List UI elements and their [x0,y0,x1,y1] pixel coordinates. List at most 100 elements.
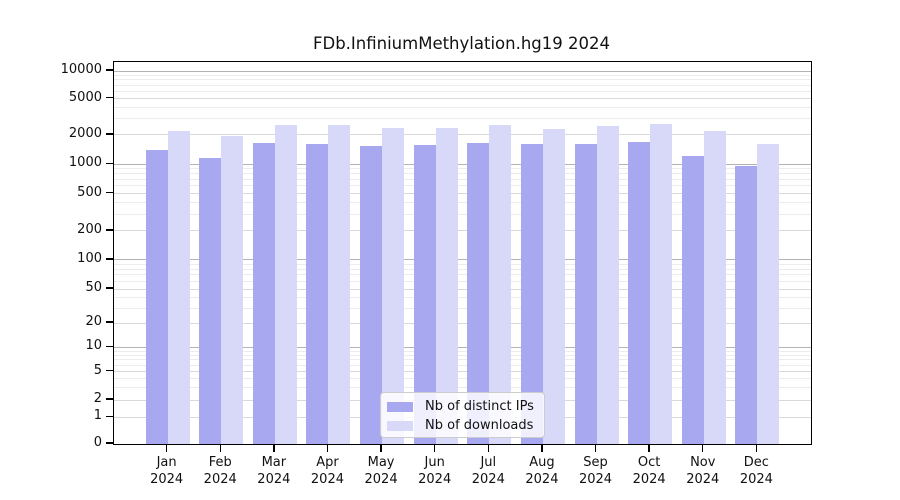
legend-swatch-nb-of-distinct-ips [387,401,413,412]
bar-nb-of-downloads-sep [596,126,619,444]
gridline-9 [114,350,811,352]
y-tick-label-1: 1 [93,408,102,424]
chart-title: FDb.InfiniumMethylation.hg19 2024 [313,34,610,53]
x-tick-label-nov: Nov 2024 [668,454,738,488]
gridline-7000 [114,84,811,86]
gridline-70 [114,274,811,276]
gridline-1000 [114,163,811,165]
gridline-4 [114,378,811,380]
x-tick-feb [219,444,221,452]
gridline-50 [114,288,811,290]
bar-nb-of-downloads-jul [489,124,512,444]
bar-nb-of-downloads-apr [328,124,351,444]
bar-nb-of-downloads-aug [542,128,565,444]
gridline-2000 [114,134,811,136]
x-tick-label-dec: Dec 2024 [721,454,791,488]
x-tick-aug [541,444,543,452]
y-tick-1000 [106,162,113,164]
x-tick-apr [326,444,329,452]
gridline-4000 [114,107,811,108]
x-tick-year: 2024 [525,472,559,487]
bar-nb-of-distinct-ips-dec [735,166,758,444]
x-tick-year: 2024 [418,472,452,487]
gridline-900 [114,168,811,170]
y-tick-label-2000: 2000 [68,125,102,141]
x-tick-month: Nov [690,455,716,470]
legend-label-nb-of-downloads: Nb of downloads [425,418,534,433]
gridline-400 [114,202,811,204]
x-tick-year: 2024 [150,472,184,487]
bar-nb-of-downloads-mar [274,124,297,444]
x-tick-jul [487,444,489,452]
x-tick-month: Jul [480,455,497,470]
y-tick-200 [106,229,113,231]
bar-nb-of-distinct-ips-sep [574,144,597,444]
x-tick-nov [702,444,704,452]
x-tick-may [380,444,382,452]
gridline-700 [114,178,811,180]
x-tick-label-jul: Jul 2024 [453,454,523,488]
bar-nb-of-distinct-ips-apr [306,144,329,444]
x-tick-month: Oct [637,455,661,470]
y-tick-1 [106,415,113,418]
x-tick-label-sep: Sep 2024 [561,454,631,488]
gridline-200 [114,230,811,232]
y-tick-label-100: 100 [77,250,102,266]
bar-nb-of-distinct-ips-jan [145,150,168,444]
y-tick-label-1000: 1000 [68,155,102,171]
gridline-300 [114,213,811,215]
y-tick-label-2: 2 [93,391,102,407]
x-tick-jun [433,444,436,452]
x-tick-month: Apr [316,455,339,470]
x-tick-mar [273,444,275,452]
y-tick-label-5: 5 [93,362,102,378]
legend-label-nb-of-distinct-ips: Nb of distinct IPs [425,399,534,414]
x-tick-month: Feb [208,455,232,470]
x-tick-month: May [367,455,395,470]
gridline-9000 [114,74,811,76]
gridline-60 [114,280,811,282]
y-tick-50 [106,287,113,289]
x-tick-year: 2024 [364,472,398,487]
x-tick-label-jun: Jun 2024 [400,454,470,488]
bar-nb-of-distinct-ips-jul [467,143,490,444]
x-tick-month: Mar [261,455,287,470]
gridline-10 [114,346,811,348]
bar-nb-of-downloads-dec [757,144,780,444]
x-tick-month: Dec [743,455,769,470]
y-tick-5 [106,370,113,372]
gridline-500 [114,193,811,195]
x-tick-month: Jan [156,455,177,470]
gridline-7 [114,359,811,361]
y-tick-10000 [106,69,113,71]
gridline-100 [114,259,811,261]
y-tick-10 [106,345,113,348]
gridline-6000 [114,90,811,92]
y-tick-0 [106,442,113,444]
bar-nb-of-downloads-may [382,127,405,444]
gridline-600 [114,185,811,187]
bar-nb-of-downloads-jun [435,127,458,444]
legend-swatch-nb-of-downloads [387,420,413,431]
gridline-40 [114,296,811,298]
gridline-3 [114,387,811,389]
x-tick-label-oct: Oct 2024 [614,454,684,488]
gridline-8000 [114,79,811,81]
y-tick-100 [106,258,113,260]
x-tick-label-jan: Jan 2024 [132,454,202,488]
bar-nb-of-distinct-ips-mar [252,143,275,444]
x-tick-sep [594,444,597,452]
x-tick-year: 2024 [310,472,344,487]
y-tick-2000 [106,133,113,135]
y-tick-label-10: 10 [85,338,102,354]
y-tick-label-50: 50 [85,280,102,296]
x-tick-jan [165,444,168,452]
legend-item-nb-of-downloads: Nb of downloads [387,416,536,435]
x-tick-year: 2024 [686,472,720,487]
gridline-5 [114,371,811,373]
x-tick-oct [648,444,650,452]
x-tick-label-aug: Aug 2024 [507,454,577,488]
gridline-5000 [114,98,811,100]
x-tick-month: Sep [583,455,608,470]
